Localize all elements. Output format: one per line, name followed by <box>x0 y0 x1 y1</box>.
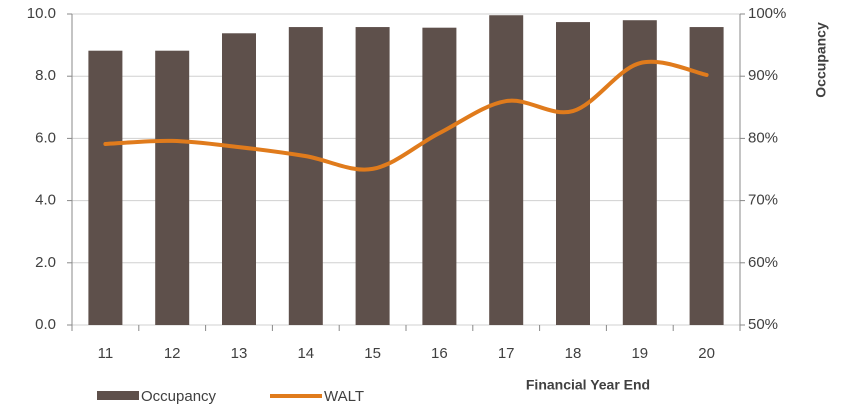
x-tick-label: 13 <box>231 345 248 362</box>
y2-tick-label: 50% <box>748 316 778 333</box>
x-tick-label: 20 <box>698 345 715 362</box>
bar <box>622 20 657 325</box>
y-tick-label: 8.0 <box>35 67 56 84</box>
legend-label: WALT <box>324 388 364 405</box>
legend-swatch <box>97 391 139 400</box>
x-tick-label: 12 <box>164 345 181 362</box>
x-axis-title: Financial Year End <box>526 377 650 393</box>
x-tick-label: 11 <box>98 345 114 362</box>
bar <box>222 33 256 325</box>
x-tick-label: 17 <box>498 345 515 362</box>
x-tick-label: 18 <box>565 345 582 362</box>
bar <box>355 27 390 325</box>
y2-tick-label: 100% <box>748 5 786 22</box>
legend-label: Occupancy <box>141 388 217 405</box>
line <box>103 59 709 172</box>
x-tick-label: 14 <box>297 345 314 362</box>
x-tick-label: 16 <box>431 345 448 362</box>
y-tick-label: 4.0 <box>35 192 56 209</box>
y2-tick-label: 80% <box>748 129 778 146</box>
y-tick-label: 0.0 <box>35 316 56 333</box>
x-tick-label: 19 <box>631 345 648 362</box>
y2-tick-label: 60% <box>748 254 778 271</box>
y2-axis-title: Occupancy <box>813 22 829 98</box>
y2-tick-label: 90% <box>748 67 778 84</box>
bar <box>288 27 323 325</box>
bar <box>88 50 123 326</box>
y2-tick-label: 70% <box>748 192 778 209</box>
bar <box>556 22 590 326</box>
y-tick-label: 10.0 <box>27 5 56 22</box>
bar <box>422 27 457 326</box>
bar <box>155 50 190 326</box>
x-tick-label: 15 <box>364 345 381 362</box>
bar <box>489 15 524 326</box>
y-tick-label: 6.0 <box>35 129 56 146</box>
y-tick-label: 2.0 <box>35 254 56 271</box>
